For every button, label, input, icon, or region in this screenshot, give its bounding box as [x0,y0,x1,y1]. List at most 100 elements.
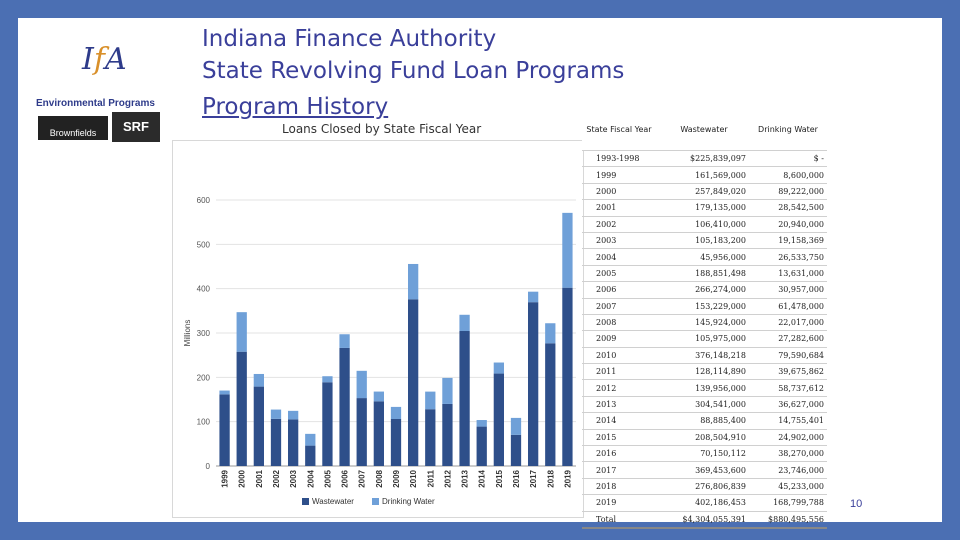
x-tick-label: 2000 [238,469,247,487]
cell-year: 2016 [582,445,659,463]
bar-drinking-water [493,362,504,374]
table-row: 2014 88,885,400 14,755,401 [582,412,827,430]
cell-drinking-water: 61,478,000 [749,298,827,315]
cell-drinking-water: 23,746,000 [749,461,827,479]
loans-table: State Fiscal Year Wastewater Drinking Wa… [582,108,827,529]
legend-swatch [372,498,379,505]
ifa-logo-mark: IfA [82,42,127,77]
cell-wastewater: 105,975,000 [659,330,749,348]
y-tick-label: 300 [197,329,211,338]
bar-wastewater [545,343,556,466]
bar-wastewater [390,419,402,466]
legend-label: Wastewater [312,497,354,506]
bar-drinking-water [459,314,470,332]
cell-wastewater: 139,956,000 [659,379,749,397]
bar-drinking-water [322,376,333,383]
y-tick-label: 0 [206,462,211,471]
table-row: 2017 369,453,600 23,746,000 [582,461,827,479]
table-row: 2009 105,975,000 27,282,600 [582,330,827,348]
cell-wastewater: 276,806,839 [659,478,749,496]
x-tick-label: 2001 [255,469,264,487]
x-tick-label: 2018 [546,469,555,487]
legend-label: Drinking Water [382,497,435,506]
x-tick-label: 2013 [461,469,470,487]
bar-wastewater [493,373,504,466]
cell-year: 2015 [582,429,659,447]
bar-drinking-water [339,334,350,348]
chart-svg: 0 100 200 300 400 500 600 Millions 1999 2000 2001 2… [183,196,576,506]
x-tick-label: 2019 [563,469,572,487]
x-tick-label: 2008 [375,469,384,487]
x-tick-label: 2017 [529,469,538,487]
cell-year: 2004 [582,248,659,266]
y-tick-label: 200 [197,373,211,382]
cell-drinking-water: 19,158,369 [749,232,827,250]
bar-drinking-water [545,323,556,344]
bar-wastewater [305,445,316,466]
cell-year: 2010 [582,347,659,365]
cell-drinking-water: 38,270,000 [749,445,827,463]
cell-wastewater: 105,183,200 [659,232,749,250]
cell-year: 2000 [582,183,659,201]
total-cell: $880,495,556 [749,511,827,529]
cell-year: 2008 [582,314,659,332]
x-tick-label: 2015 [495,469,504,487]
title-line-3: Program History [202,94,389,120]
table-row: 2012 139,956,000 58,737,612 [582,379,827,397]
title-line-1: Indiana Finance Authority [202,26,497,52]
cell-drinking-water: 28,542,500 [749,199,827,217]
bar-wastewater [562,287,573,466]
cell-wastewater: 304,541,000 [659,396,749,414]
header-drinking-water: Drinking Water [749,108,827,151]
table-row: 1999 161,569,000 8,600,000 [582,166,827,184]
bar-wastewater [510,434,522,466]
table-row: 2002 106,410,000 20,940,000 [582,216,827,233]
cell-wastewater: 188,851,498 [659,265,749,283]
table-row: 2010 376,148,218 79,590,684 [582,347,827,365]
table-total-row: Total $4,304,055,391 $880,495,556 [582,511,827,529]
x-tick-label: 2010 [409,469,418,487]
bar-drinking-water [562,212,573,288]
brownfields-logo: Brownfields [38,116,108,140]
bar-drinking-water [236,312,247,352]
bar-drinking-water [356,370,367,399]
x-tick-label: 2003 [289,469,298,487]
table-row: 2011 128,114,890 39,675,862 [582,363,827,381]
y-tick-label: 100 [197,418,211,427]
cell-drinking-water: 24,902,000 [749,429,827,447]
table-row: 2000 257,849,020 89,222,000 [582,183,827,201]
bar-drinking-water [253,373,264,387]
x-tick-label: 2012 [443,469,452,487]
cell-year: 2002 [582,216,659,233]
y-tick-label: 500 [197,240,211,249]
page-number: 10 [850,498,863,510]
header-wastewater: Wastewater [659,108,749,151]
cell-year: 2006 [582,281,659,299]
table-row: 2007 153,229,000 61,478,000 [582,298,827,315]
cell-wastewater: 266,274,000 [659,281,749,299]
cell-drinking-water: 13,631,000 [749,265,827,283]
y-tick-label: 400 [197,285,211,294]
x-tick-label: 1999 [221,469,230,487]
table-row: 2006 266,274,000 30,957,000 [582,281,827,299]
environmental-programs-label: Environmental Programs [36,98,155,109]
table-row: 2018 276,806,839 45,233,000 [582,478,827,496]
cell-wastewater: 257,849,020 [659,183,749,201]
bar-wastewater [356,398,367,466]
loans-chart: Loans Closed by State Fiscal Year 0 100 20… [172,122,584,518]
bar-drinking-water [425,391,436,410]
x-tick-label: 2004 [306,469,315,487]
cell-drinking-water: 30,957,000 [749,281,827,299]
x-tick-label: 2006 [341,469,350,487]
cell-drinking-water: 58,737,612 [749,379,827,397]
cell-wastewater: 88,885,400 [659,412,749,430]
total-cell: $4,304,055,391 [659,511,749,529]
bar-drinking-water [476,420,487,427]
bar-wastewater [270,418,282,466]
cell-drinking-water: 45,233,000 [749,478,827,496]
bar-drinking-water [442,377,453,404]
cell-wastewater: 106,410,000 [659,216,749,233]
bar-wastewater [408,299,419,466]
cell-year: 2007 [582,298,659,315]
x-tick-label: 2005 [323,469,332,487]
